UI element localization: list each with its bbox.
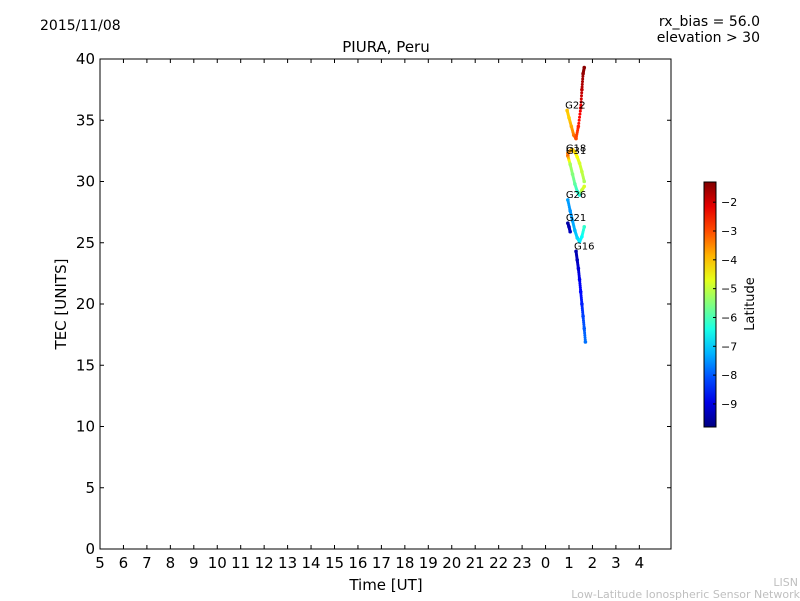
data-point bbox=[578, 109, 582, 113]
satellite-label: G22 bbox=[565, 100, 585, 111]
satellite-label: G26 bbox=[566, 190, 586, 201]
x-tick-label: 6 bbox=[119, 554, 129, 572]
plot-area bbox=[99, 58, 672, 550]
data-point bbox=[579, 100, 583, 104]
x-tick-label: 16 bbox=[348, 554, 367, 572]
colorbar-gradient bbox=[703, 181, 717, 428]
lisn-footer-full: Low-Latitude Ionospheric Sensor Network bbox=[571, 588, 800, 601]
colorbar-tick-label: −4 bbox=[721, 254, 737, 267]
data-point bbox=[580, 82, 584, 86]
data-point bbox=[580, 85, 584, 89]
x-tick-label: 11 bbox=[231, 554, 250, 572]
satellite-label: G18 bbox=[566, 143, 586, 154]
date-label: 2015/11/08 bbox=[40, 18, 121, 34]
elevation-label: elevation > 30 bbox=[656, 30, 760, 46]
colorbar-label: Latitude bbox=[743, 277, 758, 331]
data-point bbox=[578, 115, 582, 119]
y-tick-label: 5 bbox=[85, 479, 95, 497]
data-point bbox=[583, 335, 587, 339]
y-tick-label: 25 bbox=[76, 234, 95, 252]
data-point bbox=[580, 91, 584, 95]
data-point bbox=[582, 179, 587, 184]
x-axis-label: Time [UT] bbox=[348, 576, 422, 594]
x-tick-label: 9 bbox=[189, 554, 199, 572]
colorbar-tick-label: −2 bbox=[721, 196, 737, 209]
x-tick-label: 13 bbox=[278, 554, 297, 572]
x-tick-label: 21 bbox=[466, 554, 485, 572]
data-point bbox=[582, 225, 587, 229]
data-point bbox=[579, 103, 583, 107]
x-tick-label: 14 bbox=[302, 554, 321, 572]
satellite-label: G16 bbox=[574, 241, 594, 252]
x-tick-label: 10 bbox=[208, 554, 227, 572]
y-axis-label: TEC [UNITS] bbox=[52, 259, 70, 351]
lisn-footer: LISN bbox=[773, 576, 798, 589]
x-tick-label: 5 bbox=[95, 554, 105, 572]
data-point bbox=[580, 94, 584, 98]
data-point bbox=[577, 121, 581, 125]
data-point bbox=[568, 229, 572, 234]
colorbar: −2 −3 −4 −5 −6 −7 −8 −9 bbox=[703, 181, 737, 428]
data-point bbox=[582, 65, 587, 70]
colorbar-tick-label: −3 bbox=[721, 225, 737, 238]
rx-bias-label: rx_bias = 56.0 bbox=[658, 14, 760, 30]
data-point bbox=[580, 87, 584, 92]
x-tick-label: 15 bbox=[325, 554, 344, 572]
satellite-label: G21 bbox=[566, 213, 586, 224]
data-point bbox=[577, 118, 581, 122]
x-tick-label: 0 bbox=[541, 554, 551, 572]
x-tick-label: 4 bbox=[635, 554, 645, 572]
colorbar-tick-label: −6 bbox=[721, 311, 737, 324]
y-tick-label: 35 bbox=[76, 111, 95, 129]
data-point bbox=[583, 340, 588, 344]
colorbar-tick-label: −8 bbox=[721, 369, 737, 382]
x-tick-label: 22 bbox=[489, 554, 508, 572]
x-tick-label: 18 bbox=[395, 554, 414, 572]
y-tick-label: 20 bbox=[76, 295, 95, 313]
colorbar-tick-label: −5 bbox=[721, 283, 737, 296]
x-tick-label: 12 bbox=[255, 554, 274, 572]
colorbar-tick-label: −7 bbox=[721, 340, 737, 353]
data-point bbox=[583, 333, 587, 337]
data-point bbox=[581, 77, 585, 81]
y-tick-label: 40 bbox=[76, 50, 95, 68]
y-tick-label: 30 bbox=[76, 173, 95, 191]
colorbar-tick-label: −9 bbox=[721, 398, 737, 411]
y-tick-label: 0 bbox=[85, 540, 95, 558]
x-tick-label: 3 bbox=[611, 554, 621, 572]
bias-info: rx_bias = 56.0 elevation > 30 bbox=[657, 14, 760, 46]
data-point bbox=[576, 124, 581, 129]
data-points bbox=[565, 65, 588, 344]
data-point bbox=[582, 184, 587, 189]
data-point bbox=[578, 106, 583, 110]
data-point bbox=[578, 112, 582, 116]
y-tick-label: 10 bbox=[76, 418, 95, 436]
x-tick-label: 7 bbox=[142, 554, 152, 572]
x-tick-label: 1 bbox=[564, 554, 574, 572]
plot-frame bbox=[99, 58, 672, 550]
x-tick-label: 17 bbox=[372, 554, 391, 572]
data-point bbox=[583, 331, 587, 335]
x-tick-label: 2 bbox=[588, 554, 598, 572]
x-tick-label: 19 bbox=[419, 554, 438, 572]
y-tick-label: 15 bbox=[76, 356, 95, 374]
x-axis: 5 6 7 8 9 10 11 12 13 14 15 16 17 18 19 20 21 22 23 0 1 2 3 4 bbox=[95, 59, 644, 572]
x-tick-label: 20 bbox=[442, 554, 461, 572]
data-point bbox=[582, 329, 586, 333]
chart-title: PIURA, Peru bbox=[342, 38, 429, 56]
y-axis: 0 5 10 15 20 25 30 35 40 bbox=[76, 50, 671, 558]
data-point bbox=[580, 80, 584, 84]
x-tick-label: 23 bbox=[513, 554, 532, 572]
data-point bbox=[582, 326, 587, 331]
x-tick-label: 8 bbox=[166, 554, 176, 572]
satellite-label: G31 bbox=[566, 146, 586, 157]
data-point bbox=[581, 74, 585, 78]
data-point bbox=[579, 97, 583, 101]
